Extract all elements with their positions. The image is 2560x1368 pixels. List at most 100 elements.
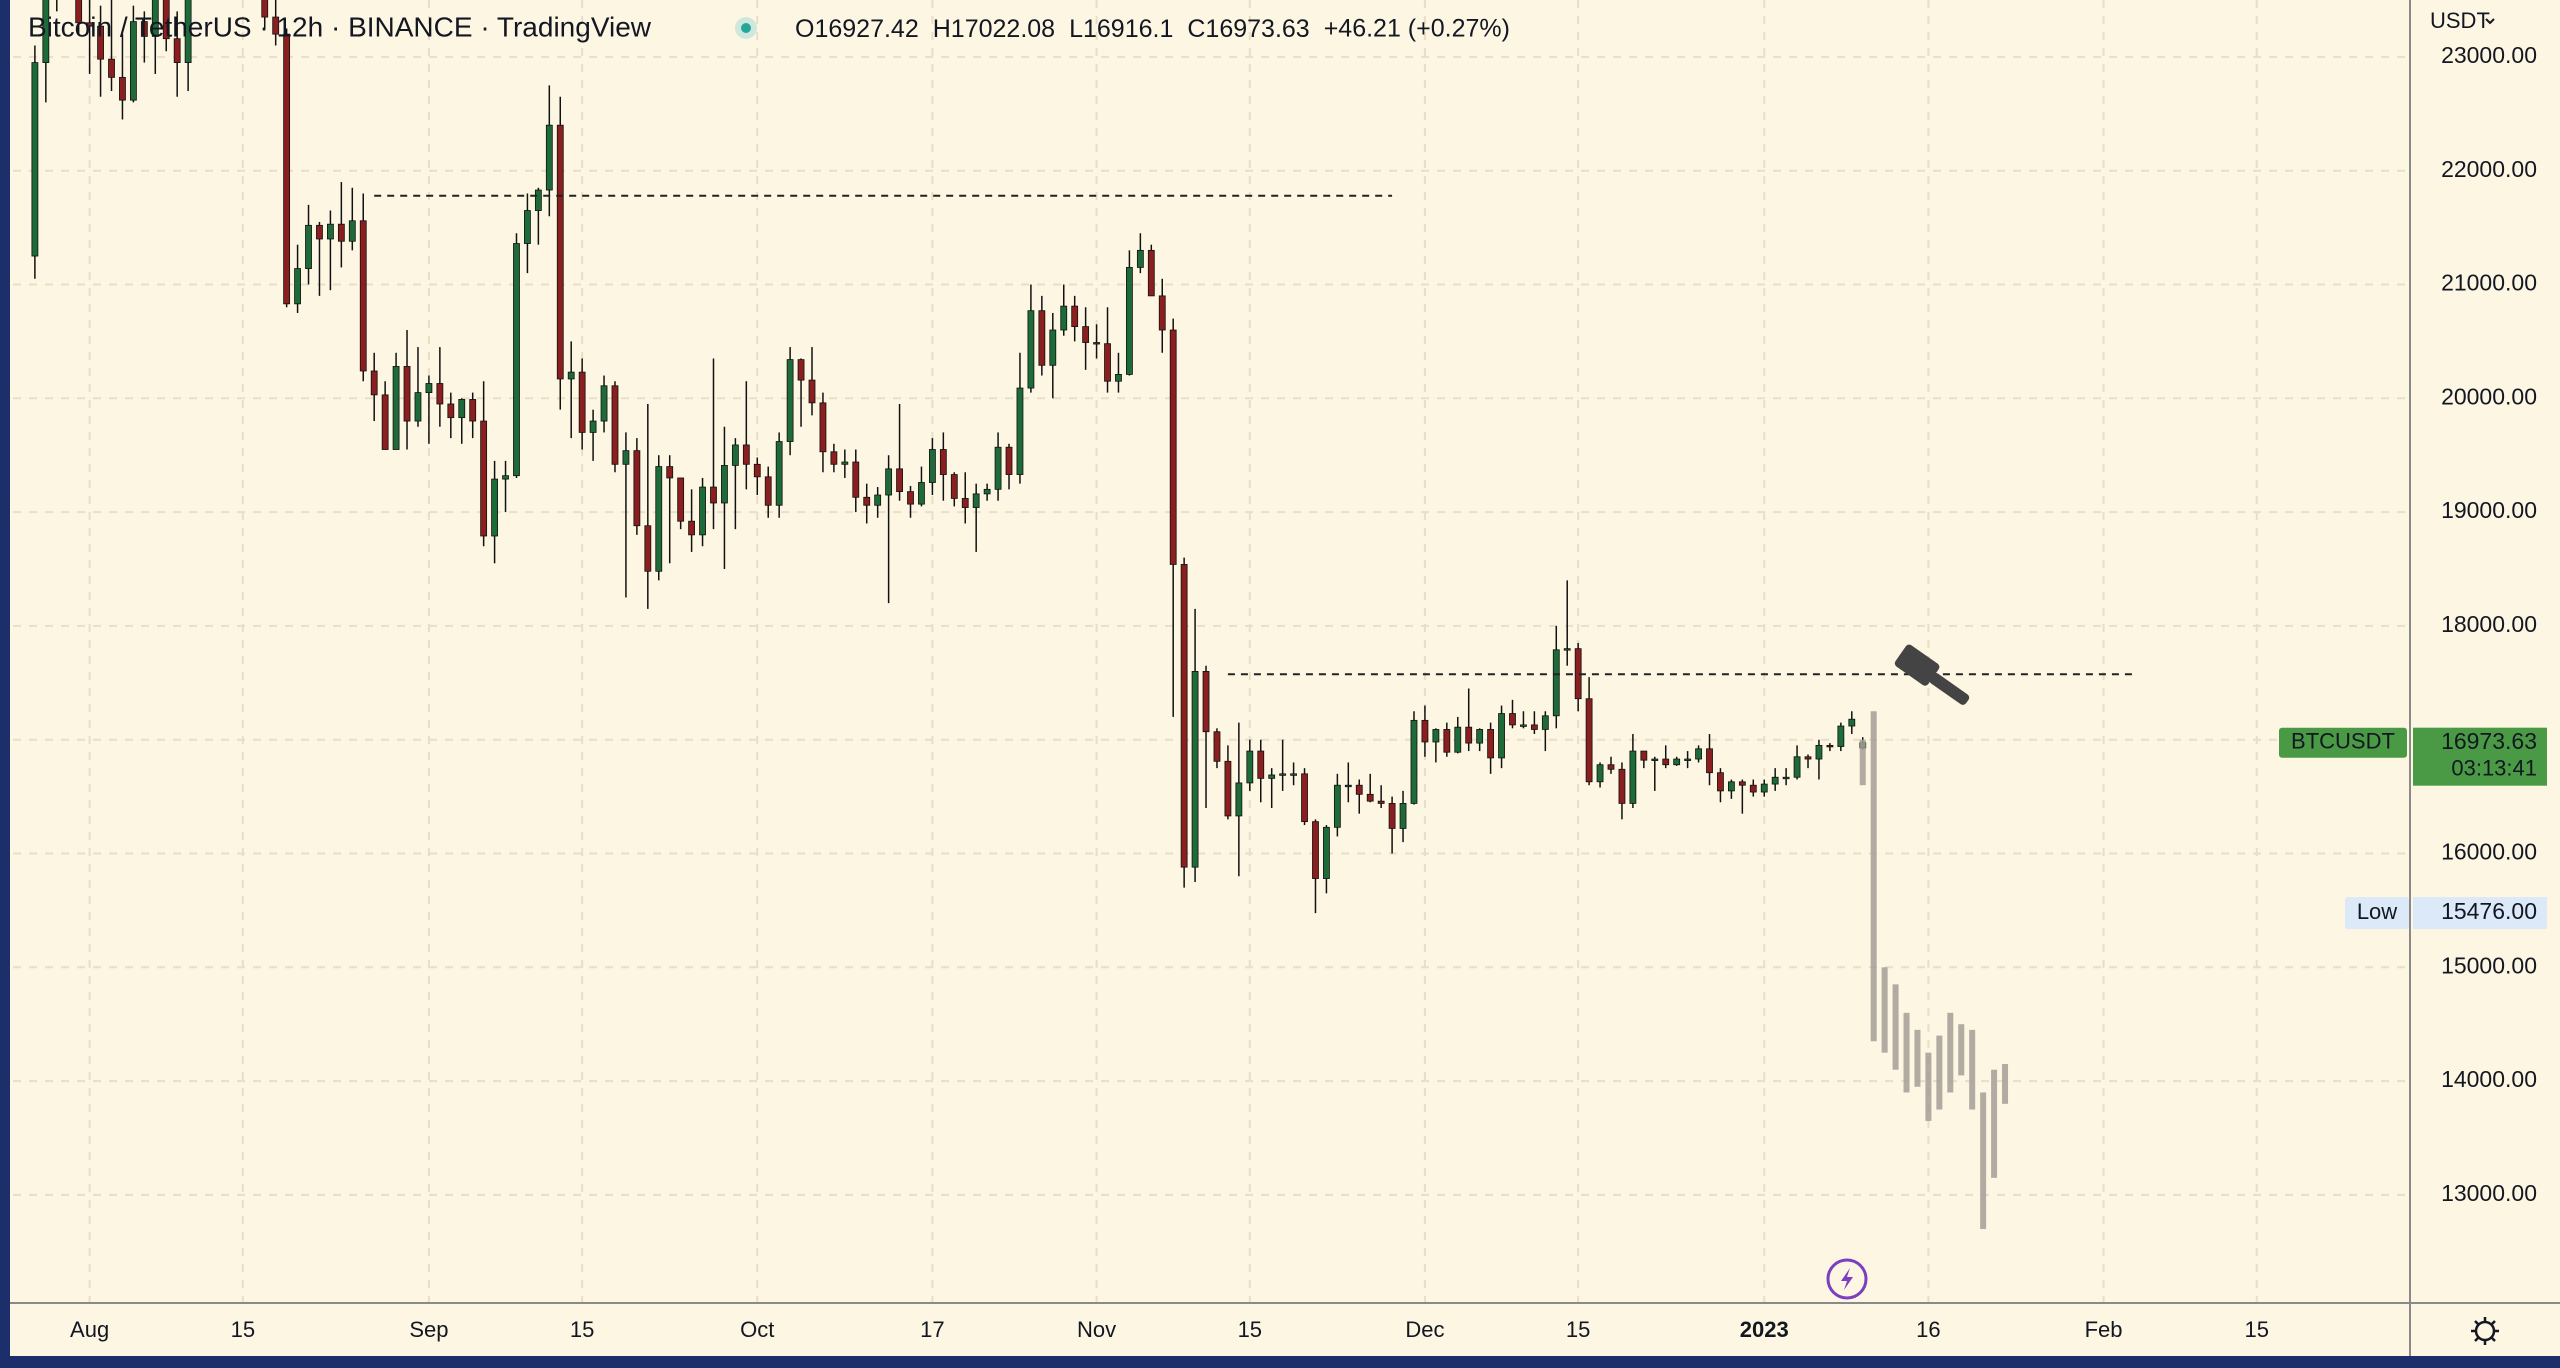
candle-body <box>348 220 356 242</box>
y-tick-label: 18000.00 <box>2441 611 2537 637</box>
candle-body <box>1530 724 1538 730</box>
hammer-icon <box>1894 644 1970 705</box>
candle-body <box>370 370 378 396</box>
candle-body <box>1651 758 1659 761</box>
candle-body <box>294 268 301 305</box>
candle-body <box>753 463 761 478</box>
candle-body <box>173 38 181 63</box>
candle-body <box>852 461 860 498</box>
candle-body <box>1476 729 1484 744</box>
hammer-handle <box>1929 672 1970 705</box>
candle-body <box>633 450 641 527</box>
ohlc-item: C16973.63 <box>1187 15 1309 43</box>
y-tick-label: 16000.00 <box>2441 839 2537 865</box>
candle-body <box>589 420 597 433</box>
candle-body <box>1607 764 1615 770</box>
candle-body <box>1684 758 1692 761</box>
currency-selector[interactable]: USDT <box>2430 8 2495 33</box>
lightning-icon[interactable] <box>1826 1258 1868 1300</box>
candle-body <box>1180 564 1188 868</box>
ohlc-legend: O16927.42 H17022.08 L16916.1 C16973.63 +46.2… <box>795 15 1510 43</box>
candle-body <box>1585 698 1593 783</box>
candle-body <box>1629 750 1637 804</box>
candle-body <box>425 383 433 394</box>
candle-body <box>1410 719 1418 804</box>
candle-body <box>502 475 509 480</box>
ohlc-item: L16916.1 <box>1069 15 1173 43</box>
candle-body <box>97 25 104 60</box>
candle-body <box>108 58 115 78</box>
candle-body <box>534 189 542 211</box>
candle-body <box>688 520 696 536</box>
candle-body <box>819 402 827 453</box>
y-tick-label: 21000.00 <box>2441 270 2537 296</box>
candle-body <box>1826 744 1834 748</box>
candle-body <box>1126 267 1133 375</box>
candle-body <box>436 383 444 405</box>
low-price-badge <box>2413 897 2547 930</box>
candle-body <box>469 399 477 422</box>
candle-body <box>742 444 750 465</box>
settings-icon[interactable] <box>2471 1317 2499 1345</box>
candle-body <box>1454 726 1462 753</box>
candle-body <box>1443 729 1451 753</box>
candle-body <box>972 493 980 508</box>
candle-body <box>1082 326 1090 343</box>
candle-body <box>545 124 553 191</box>
x-tick-label: Dec <box>1405 1317 1444 1342</box>
lightning-bolt <box>1841 1268 1853 1290</box>
candle-body <box>710 486 717 504</box>
candle-body <box>830 451 838 465</box>
candle-body <box>600 385 608 422</box>
candle-body <box>1640 750 1648 761</box>
candle-body <box>907 491 914 505</box>
low-badge-label: Low <box>2357 899 2397 924</box>
candle-body <box>1793 756 1801 778</box>
candle-body <box>983 488 991 495</box>
candle-body <box>1541 715 1549 730</box>
ohlc-value: 16916.1 <box>1083 15 1173 43</box>
candle-body <box>1060 305 1068 331</box>
candle-body <box>1191 671 1199 868</box>
candle-body <box>1257 750 1265 779</box>
currency-label[interactable]: USDT <box>2430 8 2490 33</box>
candle-body <box>337 223 345 242</box>
candle-body <box>764 476 772 506</box>
projection-bar <box>1859 739 1866 786</box>
axis-labels: Aug 15 Sep 15 Oct 17 Nov 15 Dec 15 2023 16 Feb 15 1300… <box>70 42 2537 1342</box>
candle-body <box>272 16 280 35</box>
candle-body <box>403 366 411 422</box>
candle-body <box>1520 724 1527 727</box>
candle-body <box>1432 729 1440 743</box>
candle-body <box>1093 342 1100 345</box>
candle-body <box>1136 249 1144 268</box>
candle-body <box>1760 783 1768 793</box>
projection-bar <box>1991 1069 1998 1178</box>
candle-body <box>316 224 323 240</box>
candle-body <box>1005 446 1013 475</box>
candle-body <box>1290 773 1297 776</box>
candle-body <box>1552 649 1560 717</box>
candle-body <box>1727 781 1735 792</box>
candle-body <box>918 482 925 505</box>
ohlc-change: +46.21 (+0.27%) <box>1324 15 1510 43</box>
window-frame-bottom <box>0 1356 2560 1368</box>
ohlc-value: 16927.42 <box>814 15 918 43</box>
candle-body <box>42 0 50 63</box>
candle-body <box>359 220 367 372</box>
projection-bar <box>1925 1052 1932 1121</box>
candle-body <box>283 33 291 305</box>
candle-body <box>1158 295 1166 331</box>
candle-body <box>1323 826 1330 879</box>
y-tick-label: 23000.00 <box>2441 42 2537 68</box>
candle-body <box>480 420 488 537</box>
candle-body <box>950 474 958 499</box>
status-dot <box>735 17 757 39</box>
candle-body <box>381 394 389 450</box>
candle-body <box>1804 756 1812 760</box>
candle-body <box>414 392 422 422</box>
candle-body <box>184 0 192 63</box>
